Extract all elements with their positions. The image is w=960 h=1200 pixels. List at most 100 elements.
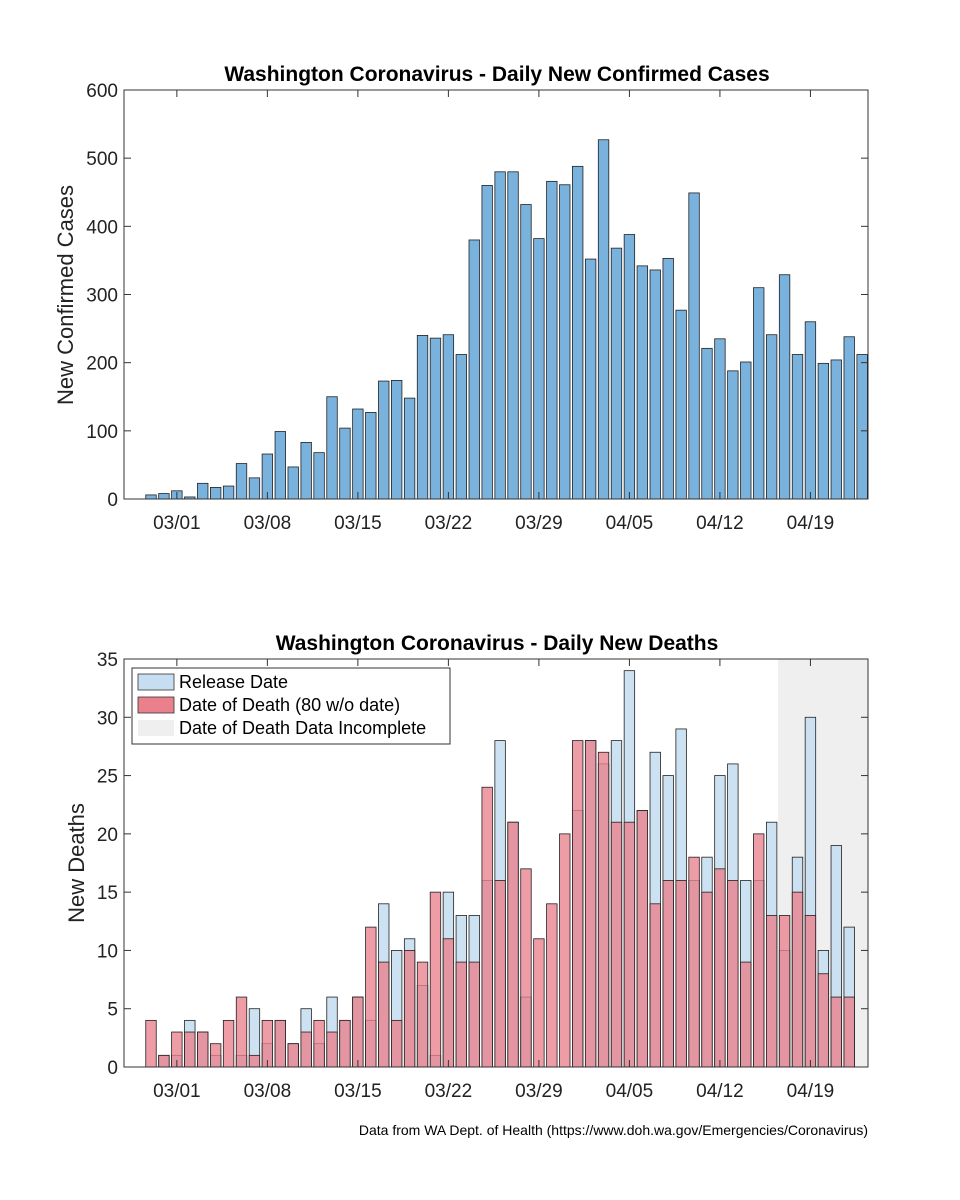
- cases-bar: [352, 408, 364, 500]
- cases-x-tick-label: 03/15: [334, 513, 382, 534]
- date-of-death-bar: [714, 868, 726, 1068]
- date-of-death-bar: [274, 1019, 286, 1068]
- date-of-death-bar: [313, 1019, 325, 1068]
- date-of-death-bar: [740, 961, 752, 1068]
- cases-bar: [326, 396, 338, 500]
- cases-bar: [365, 412, 377, 500]
- legend-box: [131, 667, 451, 745]
- cases-bar: [468, 239, 480, 500]
- date-of-death-bar: [300, 1031, 312, 1068]
- cases-bar: [610, 247, 623, 500]
- cases-bar: [455, 354, 467, 500]
- date-of-death-bar: [791, 891, 804, 1068]
- cases-bars: [145, 139, 868, 500]
- cases-bar: [830, 359, 842, 500]
- date-of-death-bar: [339, 1019, 351, 1068]
- legend-label-incomplete: Date of Death Data Incomplete: [179, 718, 426, 738]
- cases-bar: [662, 257, 674, 500]
- deaths-x-tick-label: 04/12: [696, 1081, 744, 1102]
- legend-swatch-incomplete: [138, 720, 174, 736]
- date-of-death-bar: [222, 1019, 235, 1068]
- cases-bar: [740, 361, 752, 500]
- cases-bar: [378, 380, 390, 500]
- cases-bar: [597, 139, 610, 500]
- deaths-x-tick-label: 03/08: [244, 1081, 292, 1102]
- cases-bar: [403, 397, 416, 500]
- date-of-death-bar: [778, 915, 791, 1068]
- cases-bar: [778, 274, 791, 500]
- date-of-death-bar: [753, 833, 765, 1068]
- date-of-death-bar: [365, 926, 377, 1068]
- cases-chart: Washington Coronavirus - Daily New Confi…: [53, 63, 869, 534]
- cases-bar: [804, 321, 817, 500]
- date-of-death-bar: [403, 950, 416, 1068]
- deaths-y-tick-label: 25: [97, 767, 118, 788]
- cases-y-tick-label: 400: [86, 217, 118, 238]
- deaths-x-tick-label: 04/19: [787, 1081, 835, 1102]
- cases-bar: [843, 336, 855, 500]
- data-source-note: Data from WA Dept. of Health (https://ww…: [359, 1122, 868, 1138]
- cases-bar: [197, 482, 209, 500]
- cases-x-tick-label: 03/08: [244, 513, 292, 534]
- deaths-y-axis-label: New Deaths: [64, 803, 89, 923]
- cases-y-tick-label: 100: [86, 422, 118, 443]
- cases-bar: [222, 485, 235, 500]
- date-of-death-bar: [765, 915, 778, 1068]
- cases-bar: [584, 258, 597, 500]
- cases-bar: [623, 234, 636, 500]
- cases-bar: [300, 442, 312, 500]
- cases-bar: [416, 334, 429, 500]
- cases-bar: [520, 204, 532, 500]
- deaths-plot-frame: [123, 658, 869, 1068]
- date-of-death-bar: [597, 751, 610, 1068]
- cases-bar: [339, 427, 351, 500]
- date-of-death-bar: [416, 961, 429, 1068]
- date-of-death-bar: [830, 996, 842, 1068]
- date-of-death-bar: [235, 996, 248, 1068]
- cases-bar: [856, 354, 868, 500]
- deaths-y-tick-label: 30: [97, 708, 118, 729]
- deaths-x-tick-label: 03/22: [425, 1081, 473, 1102]
- date-of-death-bar: [649, 903, 661, 1068]
- legend-label-release-date: Release Date: [179, 672, 288, 692]
- cases-bar: [714, 338, 726, 500]
- cases-bar: [494, 171, 506, 500]
- deaths-y-tick-label: 15: [97, 883, 118, 904]
- date-of-death-bar: [391, 1019, 403, 1068]
- date-of-death-bar: [688, 856, 700, 1068]
- cases-bar: [791, 354, 804, 500]
- date-of-death-bar: [494, 880, 506, 1068]
- cases-bar: [675, 309, 687, 500]
- date-of-death-bar: [455, 961, 467, 1068]
- date-of-death-bar: [520, 868, 532, 1068]
- cases-bar: [429, 337, 442, 500]
- date-of-death-bar: [468, 961, 480, 1068]
- date-of-death-bar: [248, 1054, 261, 1068]
- legend-label-date-of-death: Date of Death (80 w/o date): [179, 695, 400, 715]
- cases-bar: [572, 165, 584, 500]
- date-of-death-bar: [429, 891, 442, 1068]
- cases-x-tick-label: 04/19: [787, 513, 835, 534]
- date-of-death-bar: [209, 1043, 222, 1068]
- date-of-death-bar: [145, 1019, 157, 1068]
- date-of-death-bar: [817, 973, 830, 1068]
- cases-bar: [546, 180, 558, 500]
- date-of-death-bar: [507, 821, 519, 1068]
- cases-bar: [559, 184, 571, 500]
- deaths-chart: Washington Coronavirus - Daily New Death…: [64, 632, 869, 1102]
- cases-bar: [533, 238, 545, 500]
- date-of-death-bar: [442, 938, 455, 1068]
- cases-bar: [391, 379, 403, 500]
- date-of-death-bar: [610, 821, 623, 1068]
- cases-x-tick-label: 03/22: [425, 513, 473, 534]
- date-of-death-bar: [584, 740, 597, 1068]
- cases-bar: [274, 431, 286, 500]
- date-of-death-bar: [572, 740, 584, 1068]
- cases-bar: [649, 269, 661, 500]
- date-of-death-bar: [197, 1031, 209, 1068]
- cases-bar: [248, 477, 261, 500]
- cases-y-tick-label: 300: [86, 286, 118, 307]
- date-of-death-bar: [636, 810, 648, 1068]
- cases-bar: [636, 265, 648, 500]
- cases-y-tick-label: 200: [86, 354, 118, 375]
